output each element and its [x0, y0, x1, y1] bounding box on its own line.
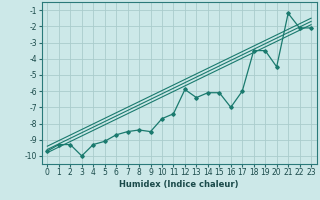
- X-axis label: Humidex (Indice chaleur): Humidex (Indice chaleur): [119, 180, 239, 189]
